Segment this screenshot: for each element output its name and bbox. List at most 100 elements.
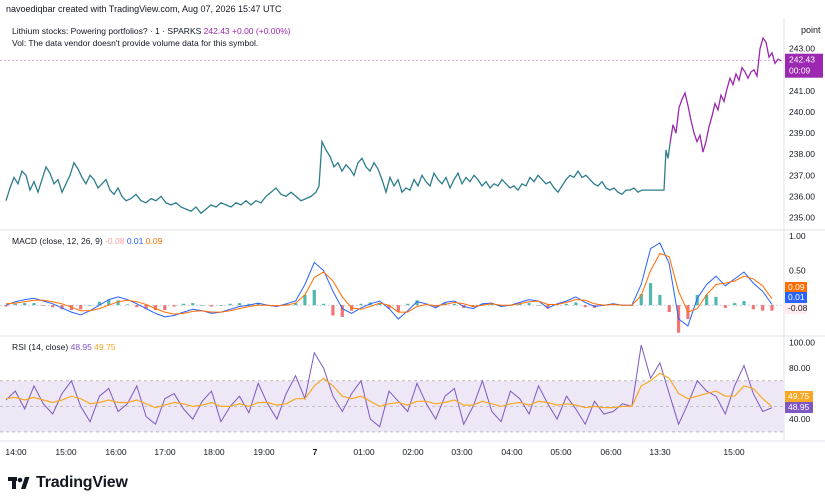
volume-note: Vol: The data vendor doesn't provide vol… [12,38,259,48]
rsi-ma-line [5,372,773,409]
macd-histogram-bar [51,305,55,308]
macd-histogram-bar [4,305,8,307]
macd-histogram-bar [742,301,746,306]
macd-histogram-bar [312,289,316,306]
price-change: +0.00 (+0.00%) [232,26,291,36]
macd-histogram-bar [518,303,522,306]
countdown-badge-text: 00:09 [789,66,811,76]
macd-histogram-bar [303,294,307,306]
macd-histogram-bar [378,303,382,306]
macd-histogram-bar [387,305,391,309]
macd-histogram-bar [237,303,242,306]
macd-histogram-bar [32,303,36,306]
time-tick-label: 13:30 [649,447,671,457]
macd-histogram-bar [256,303,260,306]
price-tick-label: 240.00 [789,107,815,117]
macd-histogram-bar [172,305,176,307]
time-tick-label: 14:00 [5,447,27,457]
tradingview-logo-icon [8,477,30,489]
macd-label: MACD (close, 12, 26, 9) [12,236,103,246]
time-tick-label: 15:00 [723,447,745,457]
macd-legend[interactable]: MACD (close, 12, 26, 9) -0.08 0.01 0.09 [12,236,162,246]
macd-histogram-bar [695,294,699,306]
rsi-value-badge [785,402,813,413]
macd-histogram-bar [406,303,410,306]
macd-line [5,242,773,327]
macd-histogram-bar [284,303,288,306]
macd-line-value: 0.01 [126,236,144,246]
macd-histogram-bar [639,294,643,306]
macd-tick-label: 0.50 [789,266,806,276]
time-tick-label: 19:00 [253,447,275,457]
macd-histogram-bar [733,303,737,306]
current-price-badge-text: 242.43 [789,55,815,65]
macd-histogram-bar [200,305,204,306]
macd-histogram-bar [181,303,186,306]
macd-histogram-bar [564,303,569,306]
macd-histogram-bar [247,303,251,306]
macd-histogram-bar [153,305,158,310]
time-tick-label: 17:00 [154,447,176,457]
macd-value-badge-text: 0.01 [788,292,805,302]
price-tick-label: 239.00 [789,128,815,138]
chart-caption: navoediqbar created with TradingView.com… [6,4,282,14]
macd-tick-label: 1.00 [789,231,806,241]
time-tick-label: 03:00 [451,447,473,457]
macd-histogram-bar [546,305,550,309]
brand-name: TradingView [36,474,128,491]
rsi-tick-label: 100.00 [789,338,815,348]
macd-histogram-bar [705,294,709,306]
current-price-badge [785,53,823,78]
price-tick-label: 237.00 [789,170,815,180]
time-tick-label: 18:00 [203,447,225,457]
macd-histogram-bar [41,305,45,306]
macd-histogram-bar [583,305,587,308]
rsi-value-badge [785,391,813,402]
macd-histogram-bar [480,303,485,306]
time-tick-label: 7 [313,447,318,457]
rsi-label: RSI (14, close) [12,342,69,352]
macd-value-badge [785,292,807,303]
macd-hist-value: -0.08 [105,236,125,246]
macd-histogram-bar [527,303,531,306]
macd-histogram-bar [770,305,774,311]
main-legend: Lithium stocks: Powering portfolios? · 1… [12,25,291,49]
macd-histogram-bar [499,305,503,307]
rsi-value-badge-text: 49.75 [788,391,810,401]
rsi-line [5,344,773,428]
macd-histogram-bar [107,299,111,306]
symbol-title[interactable]: Lithium stocks: Powering portfolios? · 1… [12,26,202,36]
price-unit-label: point [801,25,821,35]
macd-histogram-bar [415,300,419,306]
macd-histogram-bar [163,305,167,310]
tradingview-logo[interactable]: TradingView [8,474,128,492]
macd-histogram-bar [209,305,214,307]
macd-histogram-bar [536,305,541,306]
macd-value-badge-text: -0.08 [788,303,808,313]
macd-histogram-bar [116,300,120,306]
macd-histogram-bar [88,305,92,306]
macd-histogram-bar [648,283,653,306]
macd-histogram-bar [97,301,102,306]
macd-value-badge [785,303,807,314]
macd-histogram-bar [322,303,326,306]
price-tick-label: 236.00 [789,191,815,201]
macd-histogram-bar [574,302,578,306]
last-price: 242.43 [203,26,230,36]
rsi-value: 48.95 [70,342,92,352]
macd-histogram-bar [23,303,27,306]
price-tick-label: 241.00 [789,86,815,96]
macd-histogram-bar [396,305,400,313]
time-tick-label: 01:00 [353,447,375,457]
rsi-ma-value: 49.75 [94,342,116,352]
macd-histogram-bar [293,303,298,306]
macd-histogram-bar [125,304,130,306]
macd-histogram-bar [490,304,494,306]
rsi-value-badge-text: 48.95 [788,402,810,412]
rsi-tick-label: 40.00 [789,414,811,424]
time-tick-label: 16:00 [105,447,127,457]
rsi-legend[interactable]: RSI (14, close) 48.95 49.75 [12,342,116,352]
rsi-tick-label: 80.00 [789,363,811,373]
macd-histogram-bar [751,305,755,310]
